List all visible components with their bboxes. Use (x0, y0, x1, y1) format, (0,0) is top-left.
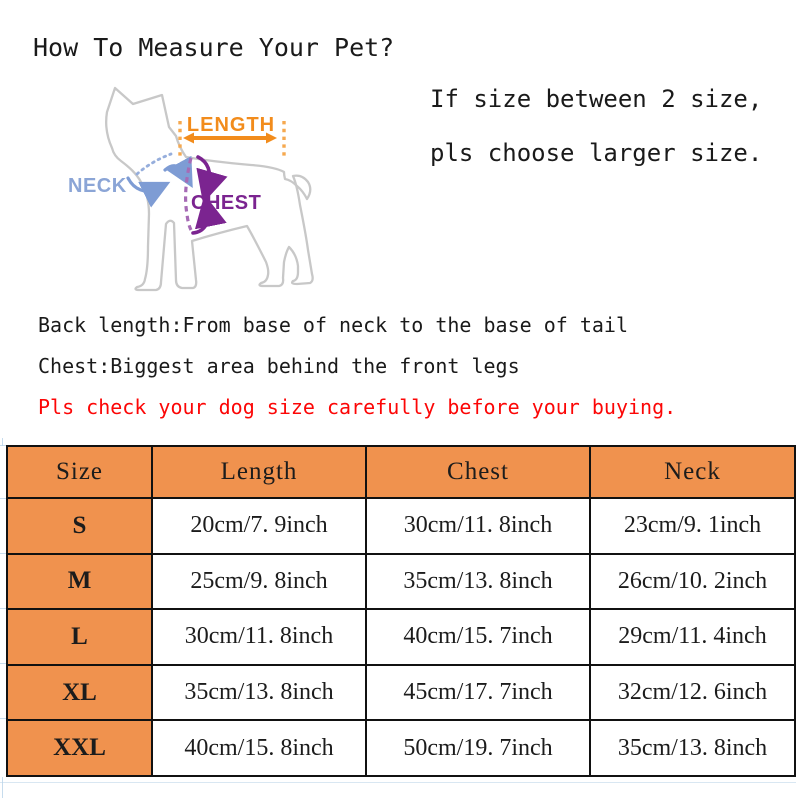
neck-label: NECK (68, 175, 127, 197)
neck-value: 23cm/9. 1inch (589, 497, 796, 555)
neck-curved-arrow (163, 155, 193, 188)
length-label: LENGTH (187, 114, 275, 136)
table-row: M 25cm/9. 8inch 35cm/13. 8inch 26cm/10. … (6, 552, 796, 611)
dog-measurement-diagram: LENGTH NECK CHEST (68, 86, 314, 292)
chest-value: 40cm/15. 7inch (365, 608, 591, 666)
table-header-row: Size Length Chest Neck (6, 445, 796, 499)
table-row: XL 35cm/13. 8inch 45cm/17. 7inch 32cm/12… (6, 663, 796, 722)
length-value: 25cm/9. 8inch (151, 552, 367, 611)
length-arrowhead-right (266, 132, 277, 144)
chest-curved-arrow-top (196, 155, 228, 204)
length-value: 35cm/13. 8inch (151, 663, 367, 722)
gridline-artifact (0, 718, 6, 719)
neck-dotted-measure-line (135, 152, 173, 176)
chest-value: 35cm/13. 8inch (365, 552, 591, 611)
neck-value: 35cm/13. 8inch (589, 719, 796, 777)
gridline-artifact (0, 663, 6, 664)
gridline-artifact (0, 445, 6, 446)
size-value: L (6, 608, 153, 666)
size-note-line2: pls choose larger size. (430, 139, 763, 167)
gridline-artifact (0, 498, 6, 499)
chest-label: CHEST (191, 192, 261, 214)
neck-value: 32cm/12. 6inch (589, 663, 796, 722)
header-length: Length (151, 445, 367, 499)
header-neck: Neck (589, 445, 796, 499)
header-chest: Chest (365, 445, 591, 499)
neck-value: 26cm/10. 2inch (589, 552, 796, 611)
gridline-artifact (2, 438, 3, 446)
warning-text: Pls check your dog size carefully before… (38, 395, 677, 419)
size-value: S (6, 497, 153, 555)
length-value: 40cm/15. 8inch (151, 719, 367, 777)
table-row: L 30cm/11. 8inch 40cm/15. 7inch 29cm/11.… (6, 608, 796, 666)
size-value: XL (6, 663, 153, 722)
page-title: How To Measure Your Pet? (33, 33, 395, 62)
gridline-artifact (0, 553, 6, 554)
neck-value: 29cm/11. 4inch (589, 608, 796, 666)
size-value: XXL (6, 719, 153, 777)
length-value: 20cm/7. 9inch (151, 497, 367, 555)
gridline-artifact (0, 608, 6, 609)
table-row: S 20cm/7. 9inch 30cm/11. 8inch 23cm/9. 1… (6, 497, 796, 555)
size-chart-table: Size Length Chest Neck S 20cm/7. 9inch 3… (6, 445, 796, 777)
chest-dashed-measure-line (184, 157, 193, 231)
table-row: XXL 40cm/15. 8inch 50cm/19. 7inch 35cm/1… (6, 719, 796, 777)
back-length-instruction: Back length:From base of neck to the bas… (38, 313, 629, 337)
chest-value: 30cm/11. 8inch (365, 497, 591, 555)
size-value: M (6, 552, 153, 611)
neck-pointer-arrow (126, 176, 171, 208)
gridline-artifact (2, 777, 3, 798)
chest-curved-arrow-bottom (191, 194, 227, 235)
length-value: 30cm/11. 8inch (151, 608, 367, 666)
length-arrowhead-left (183, 132, 194, 144)
header-size: Size (6, 445, 153, 499)
gridline-artifact (0, 782, 796, 783)
size-note-line1: If size between 2 size, (430, 85, 763, 113)
chest-value: 45cm/17. 7inch (365, 663, 591, 722)
chest-value: 50cm/19. 7inch (365, 719, 591, 777)
chest-instruction: Chest:Biggest area behind the front legs (38, 354, 520, 378)
